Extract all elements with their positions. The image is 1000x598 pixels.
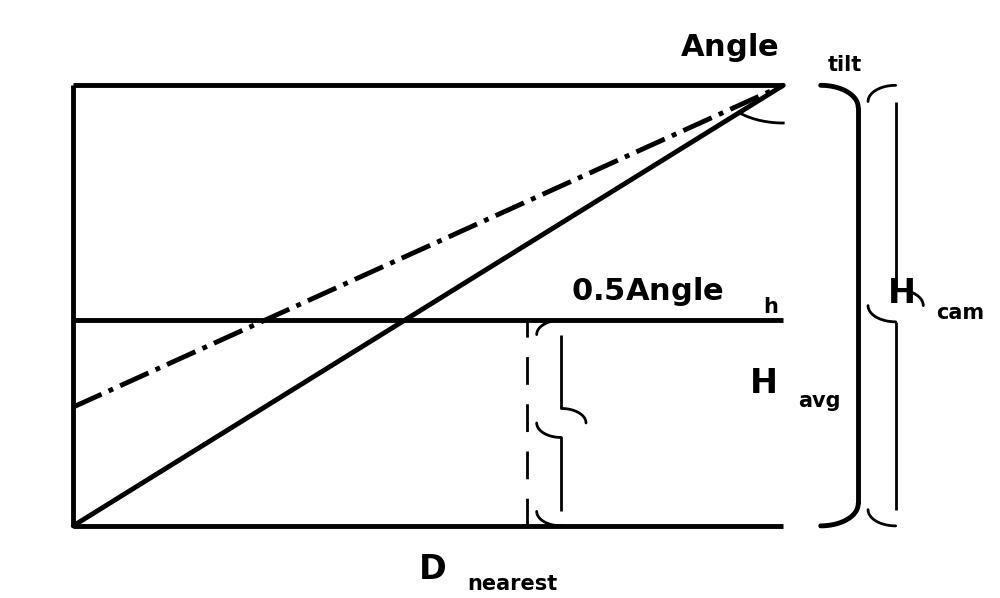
Text: cam: cam [936, 303, 984, 322]
Text: $\mathbf{H}$: $\mathbf{H}$ [887, 277, 914, 310]
Text: $\mathbf{Angle}$: $\mathbf{Angle}$ [680, 31, 778, 64]
Text: $\mathbf{H}$: $\mathbf{H}$ [749, 367, 776, 400]
Text: $\mathbf{0.5Angle}$: $\mathbf{0.5Angle}$ [571, 274, 724, 307]
Text: $\mathbf{D}$: $\mathbf{D}$ [418, 553, 446, 586]
Text: nearest: nearest [468, 574, 558, 594]
Text: tilt: tilt [828, 55, 862, 75]
Text: avg: avg [798, 391, 841, 411]
Text: h: h [764, 297, 778, 317]
